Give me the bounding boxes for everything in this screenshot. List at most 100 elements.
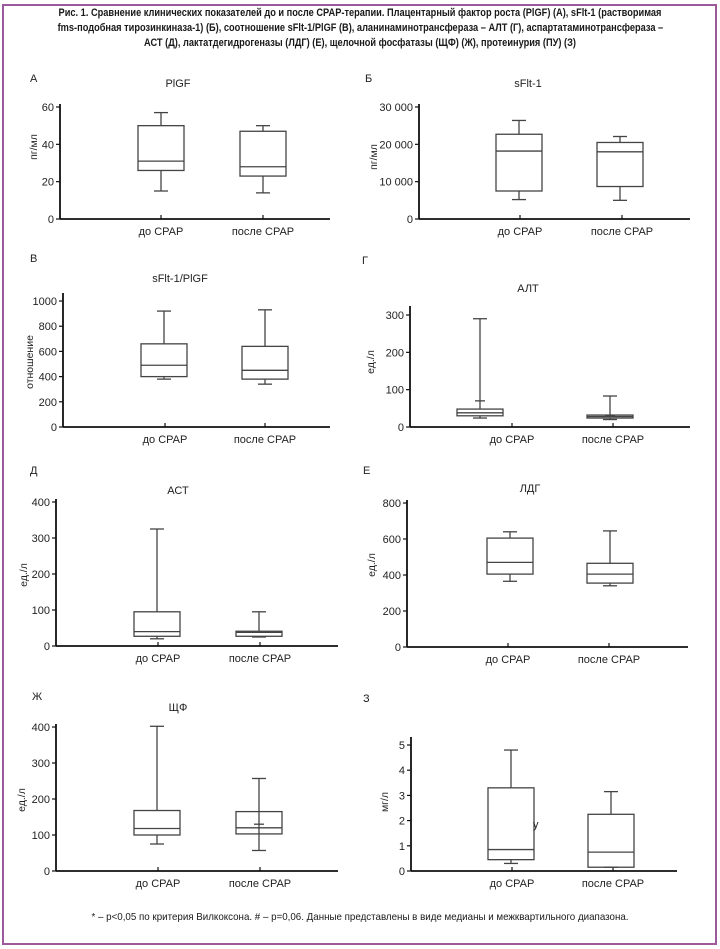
box-after-cpap [586,530,634,587]
caption-line: Рис. 1. Сравнение клинических показателе… [58,7,662,19]
box-after-cpap [596,135,644,201]
y-tick-label: 0 [399,866,405,878]
x-tick-label: до CPAP [139,226,184,238]
x-tick-label: до CPAP [136,878,181,890]
y-tick-label: 1 [399,841,405,853]
y-tick-label: 100 [32,605,50,617]
y-tick-label: 200 [32,794,50,806]
x-tick-label: после CPAP [229,653,291,665]
x-tick-label: после CPAP [234,434,296,446]
panel-5: Д АСТ ед./л 0 100 200 300 400 до CPAP после CPAP [18,465,338,665]
panel-letter: Г [362,255,368,267]
y-tick-label: 200 [32,569,50,581]
iqr-box [235,630,283,637]
box-after-cpap [587,790,635,868]
y-tick-label: 200 [383,606,401,618]
x-tick-label: после CPAP [232,226,294,238]
panel-letter: Б [365,73,372,85]
y-tick-label: 300 [386,310,404,322]
x-tick-label: до CPAP [498,226,543,238]
y-tick-label: 600 [383,534,401,546]
y-axis-label: пг/мл [28,134,40,160]
chart-title: PlGF [165,78,190,90]
y-axis-label: ед./л [18,563,30,587]
y-tick-label: 2 [399,816,405,828]
y-tick-label: 0 [407,214,413,226]
y-tick-label: 100 [386,385,404,397]
x-tick-label: до CPAP [143,434,188,446]
x-tick-label: после CPAP [578,654,640,666]
y-tick-label: 300 [32,533,50,545]
y-tick-label: 800 [383,498,401,510]
y-tick-label: 0 [398,422,404,434]
chart-title: ЩФ [169,702,188,714]
panel-4: Г АЛТ ед./л 0 100 200 300 до CPAP после CPAP [362,255,690,446]
chart-title: АСТ [167,485,189,497]
y-tick-label: 0 [48,214,54,226]
y-tick-label: 300 [32,758,50,770]
y-tick-label: 0 [395,642,401,654]
x-tick-label: после CPAP [582,434,644,446]
x-tick-label: до CPAP [486,654,531,666]
y-tick-label: 400 [383,570,401,582]
y-tick-label: 800 [39,321,57,333]
panel-letter: Д [30,465,38,477]
box-before-cpap [133,725,181,845]
chart-title: АЛТ [517,283,539,295]
box-before-cpap [140,310,188,380]
y-tick-label: 200 [39,397,57,409]
y-axis-label: ед./л [365,350,377,374]
iqr-box [587,813,635,868]
box-after-cpap [239,125,287,194]
y-tick-label: 4 [399,765,405,777]
caption-line: fms-подобная тирозинкиназа-1) (Б), соотн… [57,22,664,34]
y-tick-label: 10 000 [379,177,413,189]
panel-8: Змг/л 0 1 2 3 4 5 до CPAP после CPAP у [363,693,677,890]
box-before-cpap [133,528,181,640]
x-tick-label: до CPAP [490,878,535,890]
figure-caption: Рис. 1. Сравнение клинических показателе… [0,6,720,51]
iqr-box [133,611,181,637]
y-axis-label: ед./л [366,553,378,577]
figure-footnote: * – p<0,05 по критерия Вилкоксона. # – p… [91,911,629,923]
y-tick-label: 400 [32,497,50,509]
y-tick-label: 60 [42,102,54,114]
iqr-box [140,343,188,378]
iqr-box [241,345,289,380]
y-axis-label: пг/мл [368,144,380,170]
panel-letter: А [30,73,38,85]
y-tick-label: 0 [44,641,50,653]
x-tick-label: до CPAP [490,434,535,446]
x-tick-label: после CPAP [591,226,653,238]
y-tick-label: 40 [42,139,54,151]
iqr-box [596,141,644,188]
box-after-cpap [586,395,634,421]
y-tick-label: 1000 [33,296,57,308]
iqr-box [586,562,634,584]
panel-1: А PlGF пг/мл 0 20 40 60 до CPAP после CPAP [28,73,330,238]
iqr-box [239,130,287,177]
box-after-cpap [241,309,289,385]
iqr-box [235,810,283,835]
y-tick-label: 400 [39,372,57,384]
y-tick-label: 20 000 [379,139,413,151]
x-tick-label: после CPAP [229,878,291,890]
y-tick-label: 100 [32,830,50,842]
y-tick-label: 600 [39,346,57,358]
chart-title: sFlt-1/PlGF [152,273,208,285]
iqr-box [487,787,535,861]
panel-letter: З [363,693,370,705]
annotation-text: у [533,819,539,831]
y-tick-label: 20 [42,177,54,189]
iqr-box [137,125,185,172]
x-tick-label: после CPAP [582,878,644,890]
y-tick-label: 30 000 [379,102,413,114]
y-tick-label: 5 [399,740,405,752]
chart-title: sFlt-1 [514,78,542,90]
iqr-box [495,133,543,192]
box-before-cpap [137,111,185,192]
y-axis-label: ед./л [16,788,28,812]
